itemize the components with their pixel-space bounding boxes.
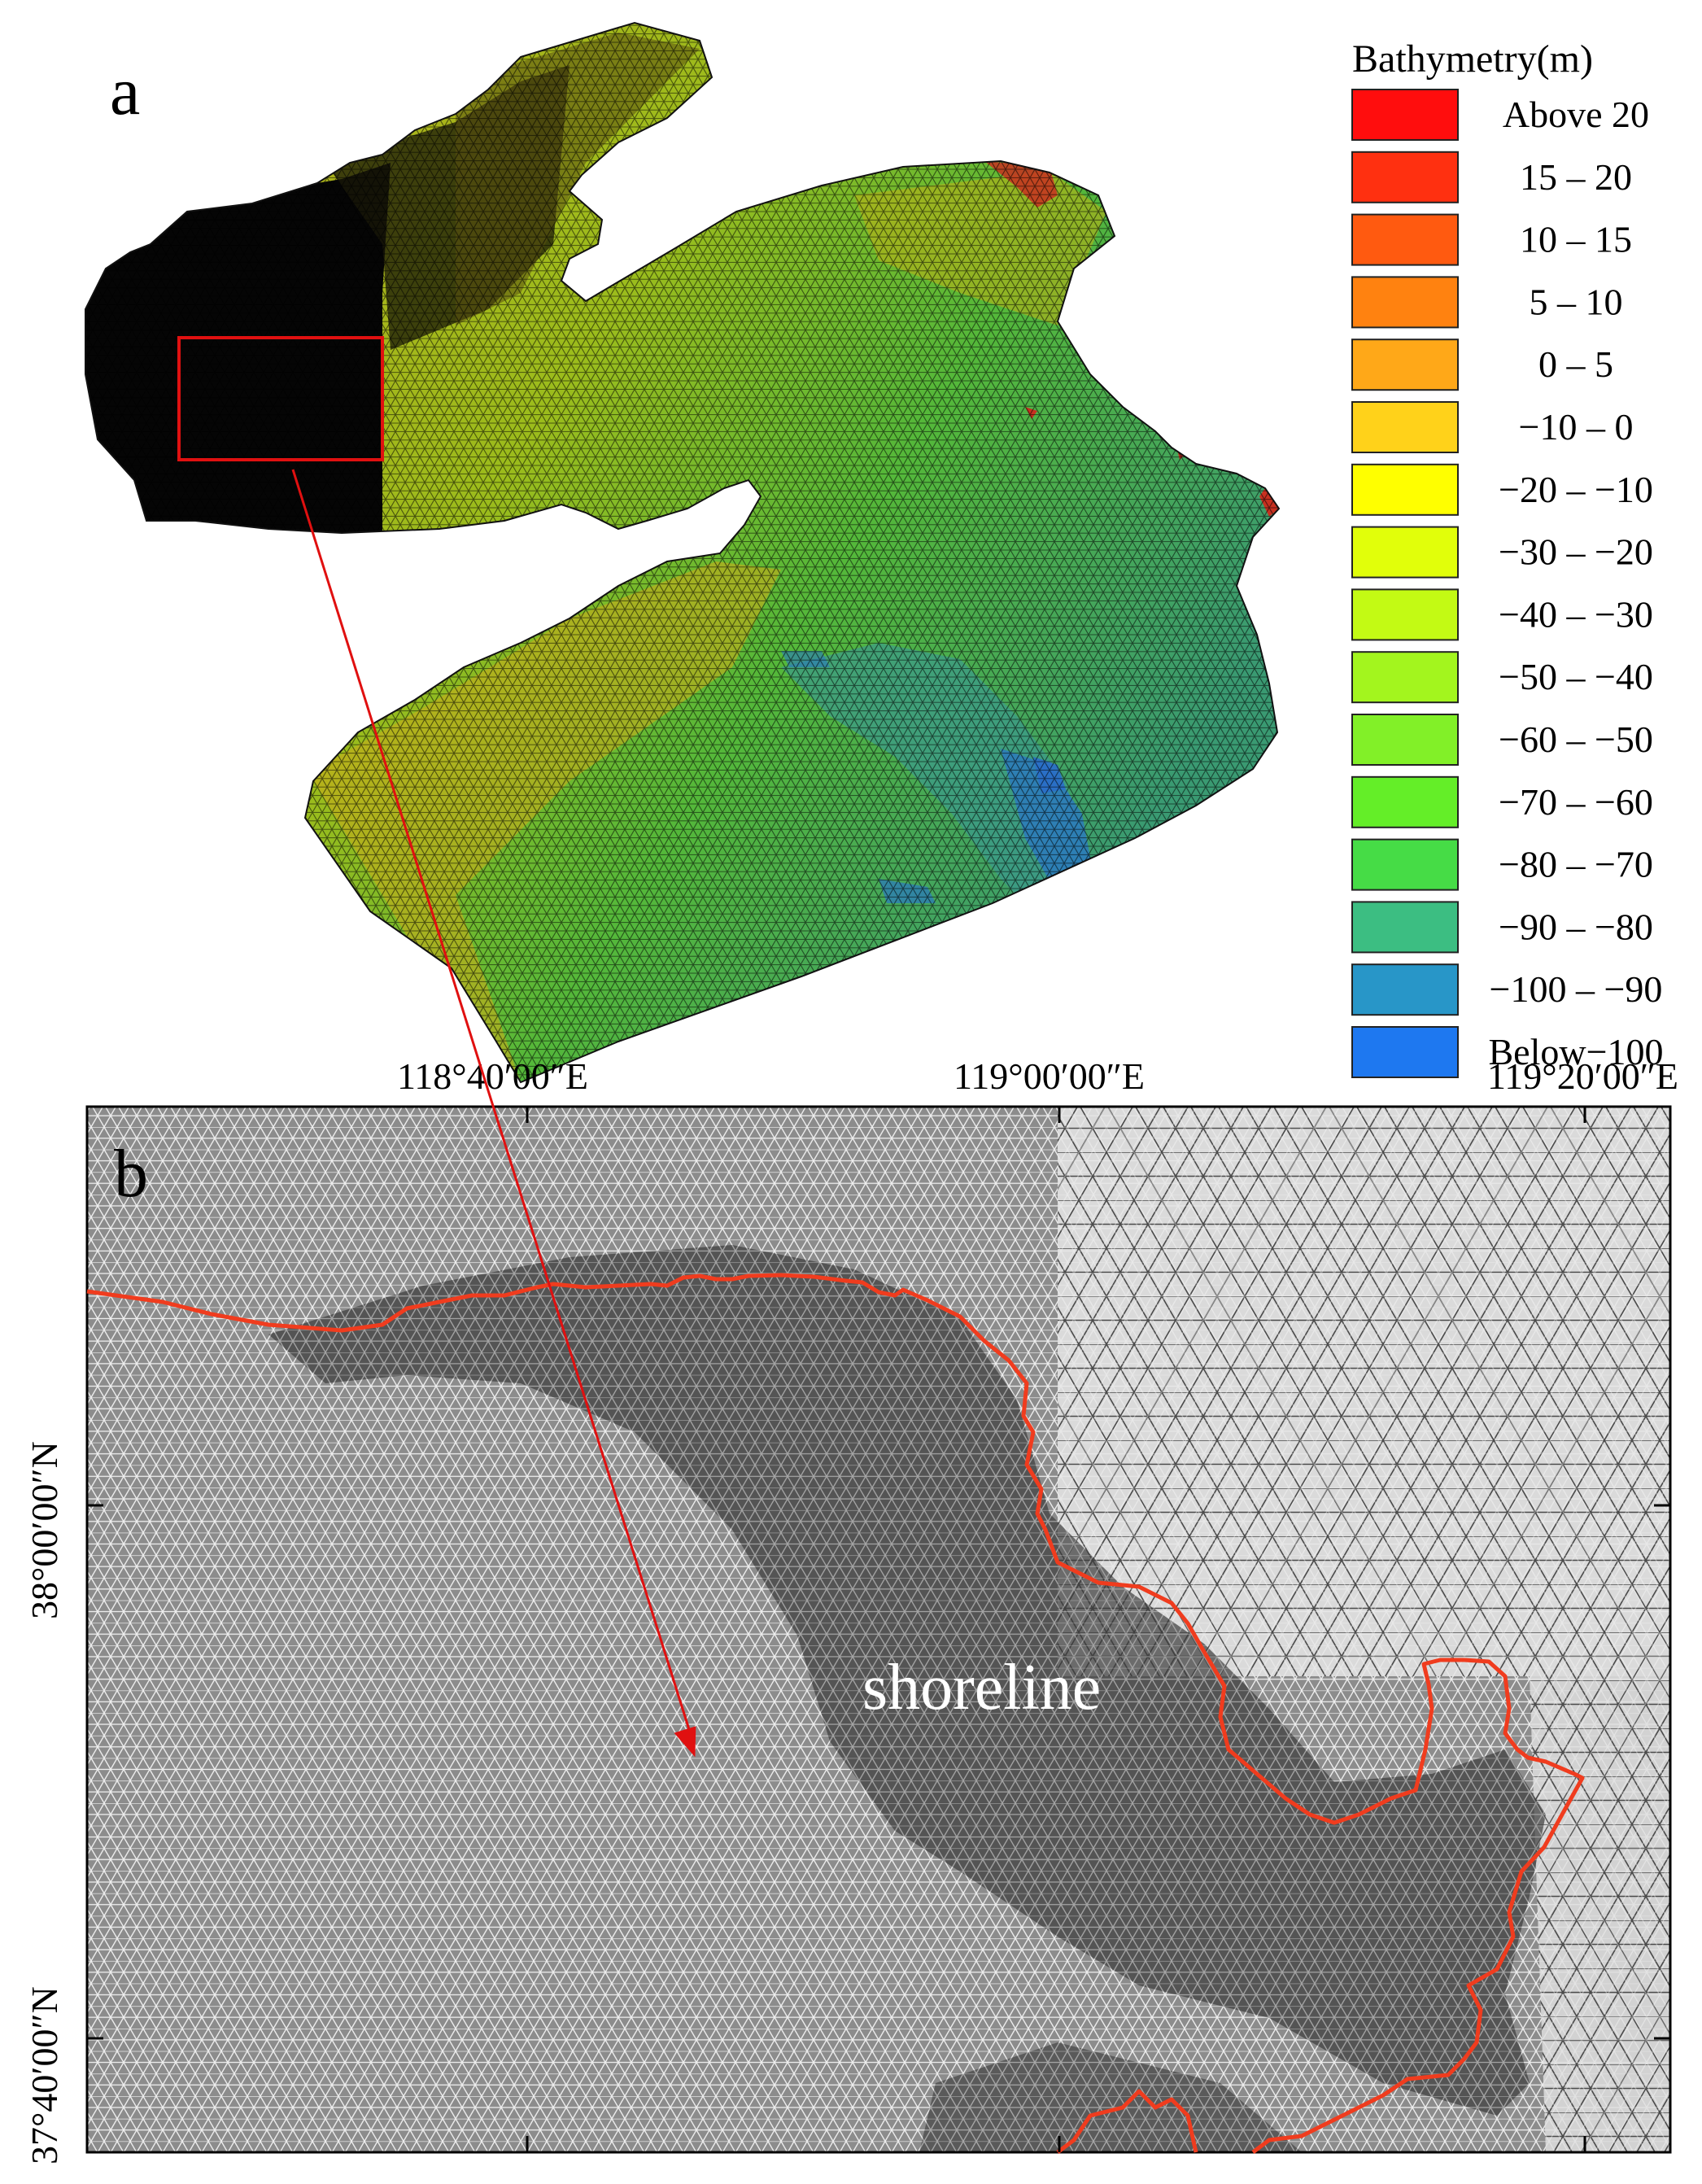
x-tick-label: 119°00′00″E [954,1055,1145,1097]
legend-swatch [1351,1026,1459,1078]
legend-label: Above 20 [1503,94,1649,135]
legend-swatch [1351,588,1459,641]
legend-swatch [1351,963,1459,1016]
panel-a-letter: a [110,54,140,129]
legend-swatch [1351,213,1459,266]
map-ticks [87,1107,1670,2152]
legend-swatch [1351,463,1459,516]
legend-swatch [1351,651,1459,704]
legend-swatch [1351,401,1459,453]
legend-swatch [1351,838,1459,891]
panel-b: shoreline 118°40′00″E 119°00′00″E 119°20… [24,1055,1678,2164]
legend-label: −60 – −50 [1499,719,1653,760]
legend-swatch [1351,276,1459,329]
shoreline-line [86,1273,1585,2154]
legend-label: −20 – −10 [1499,469,1653,510]
legend-swatch [1351,339,1459,391]
legend-label: −10 – 0 [1519,406,1634,448]
map-frame [85,1105,1672,2154]
legend-swatch [1351,775,1459,828]
legend-label: 15 – 20 [1520,156,1632,198]
x-tick-label: 119°20′00″E [1487,1055,1678,1097]
zoom-box [177,336,384,461]
legend-title: Bathymetry(m) [1352,37,1593,81]
legend-swatch [1351,89,1459,141]
legend-swatch [1351,151,1459,203]
legend-swatch [1351,901,1459,954]
legend-label: Below−100 [1488,1031,1663,1072]
legend-label: −100 – −90 [1490,968,1663,1010]
bathymetry-legend: Bathymetry(m) Above 20 15 – 20 10 – 15 5 – … [1351,37,1664,1078]
x-tick-label: 118°40′00″E [397,1055,588,1097]
legend-label: −90 – −80 [1499,906,1653,947]
legend-label: −70 – −60 [1499,781,1653,823]
legend-label: −30 – −20 [1499,531,1653,573]
legend-label: 0 – 5 [1538,343,1613,385]
shoreline-label: shoreline [862,1652,1101,1723]
legend-label: 5 – 10 [1530,281,1623,322]
legend-label: −50 – −40 [1499,656,1653,697]
panel-b-letter: b [114,1136,148,1212]
y-tick-label: 37°40′00″N [24,1986,65,2164]
legend-swatch [1351,526,1459,579]
legend-label: −80 – −70 [1499,844,1653,885]
legend-label: −40 – −30 [1499,593,1653,635]
zoom-arrow [291,469,696,1758]
legend-swatch [1351,714,1459,766]
bathymetry-mesh [85,23,1279,1082]
shoreline-line-south [1056,2089,1198,2154]
y-tick-label: 38°00′00″N [24,1441,65,1619]
mesh-zoom-map [87,1107,1670,2152]
legend-label: 10 – 15 [1520,219,1632,260]
